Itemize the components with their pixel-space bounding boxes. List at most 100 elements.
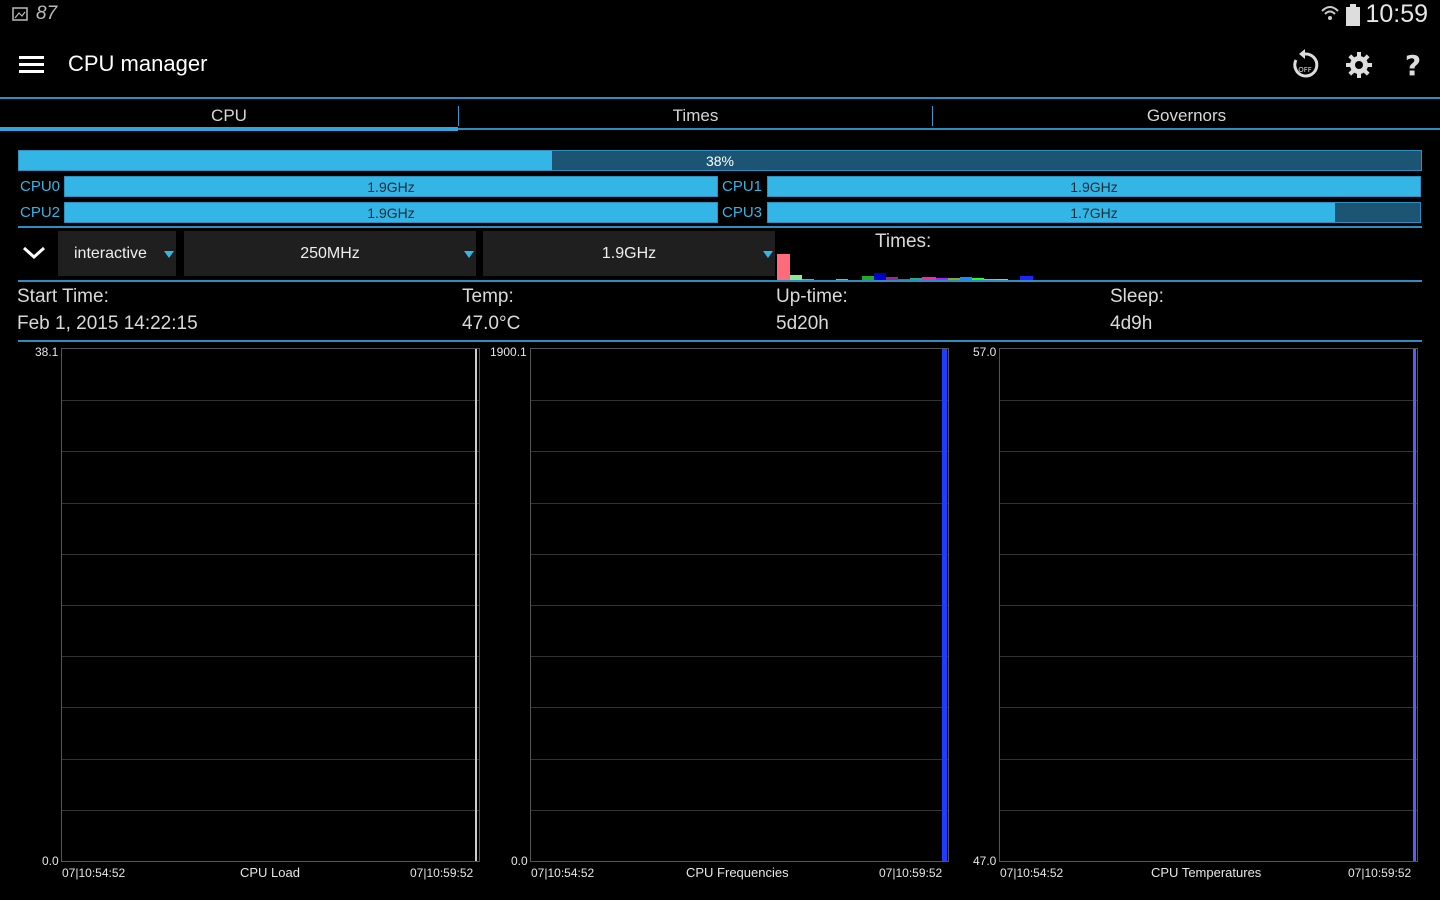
gridline bbox=[531, 451, 948, 453]
overall-cpu-fill bbox=[19, 151, 552, 170]
graph-series-line bbox=[942, 349, 947, 861]
graph-series-line bbox=[475, 349, 477, 861]
graph-caption: CPU Temperatures bbox=[1151, 865, 1262, 880]
tab-separator bbox=[932, 106, 933, 126]
wifi-icon bbox=[1321, 6, 1339, 20]
times-label: Times: bbox=[875, 231, 932, 252]
core-label-cpu2: CPU2 bbox=[20, 204, 61, 221]
temp-label: Temp: bbox=[462, 286, 514, 307]
core-bar-fill bbox=[768, 203, 1336, 222]
gridline bbox=[62, 502, 479, 504]
core-bar-fill bbox=[65, 177, 717, 196]
image-notification-icon bbox=[12, 7, 28, 21]
tab-separator bbox=[458, 106, 459, 126]
x-start-label: 07|10:54:52 bbox=[62, 866, 126, 880]
gridline bbox=[531, 605, 948, 606]
status-time: 10:59 bbox=[1365, 0, 1428, 28]
x-start-label: 07|10:54:52 bbox=[531, 866, 595, 880]
x-end-label: 07|10:59:52 bbox=[1348, 866, 1412, 880]
max-freq-select[interactable]: 1.9GHz bbox=[483, 231, 775, 276]
tab-governors[interactable]: Governors bbox=[1146, 106, 1227, 125]
cpu-frequencies-graph bbox=[530, 348, 949, 862]
menu-icon[interactable] bbox=[19, 55, 45, 75]
gridline bbox=[531, 809, 948, 811]
y-min-label: 0.0 bbox=[42, 854, 59, 868]
graph-series-line bbox=[1413, 349, 1416, 861]
tabs-bottom-divider bbox=[458, 128, 1440, 130]
gridline bbox=[1000, 400, 1417, 402]
start-time-label: Start Time: bbox=[17, 286, 109, 307]
x-end-label: 07|10:59:52 bbox=[410, 866, 474, 880]
gridline bbox=[62, 809, 479, 811]
y-min-label: 0.0 bbox=[511, 854, 528, 868]
core-bar-fill bbox=[768, 177, 1420, 196]
gridline bbox=[62, 707, 479, 709]
svg-text:?: ? bbox=[1405, 49, 1421, 82]
y-max-label: 1900.1 bbox=[490, 345, 527, 359]
gridline bbox=[1000, 809, 1417, 811]
y-min-label: 47.0 bbox=[973, 854, 997, 868]
tab-selected-indicator bbox=[0, 127, 458, 131]
start-time-value: Feb 1, 2015 14:22:15 bbox=[17, 313, 198, 334]
tabs-top-divider bbox=[0, 97, 1440, 99]
gridline bbox=[1000, 502, 1417, 504]
gridline bbox=[62, 451, 479, 453]
gridline bbox=[1000, 451, 1417, 453]
y-max-label: 57.0 bbox=[973, 345, 997, 359]
tab-times[interactable]: Times bbox=[672, 106, 719, 125]
gridline bbox=[531, 553, 948, 555]
gear-icon[interactable] bbox=[1342, 48, 1376, 82]
min-freq-value: 250MHz bbox=[300, 245, 360, 262]
divider bbox=[18, 340, 1422, 342]
core-freq: 1.9GHz bbox=[1070, 179, 1118, 195]
gridline bbox=[62, 758, 479, 760]
svg-text:OFF: OFF bbox=[1298, 66, 1312, 74]
governor-value: interactive bbox=[74, 245, 147, 262]
core-bar-cpu2: 1.9GHz bbox=[64, 202, 718, 223]
dropdown-arrow-icon bbox=[763, 251, 773, 258]
tab-cpu[interactable]: CPU bbox=[211, 106, 247, 125]
help-icon[interactable]: ? bbox=[1396, 48, 1430, 82]
core-label-cpu0: CPU0 bbox=[20, 178, 61, 195]
gridline bbox=[1000, 707, 1417, 709]
uptime-value: 5d20h bbox=[776, 313, 829, 334]
notification-number: 87 bbox=[36, 3, 58, 24]
governor-select[interactable]: interactive bbox=[58, 231, 176, 276]
dropdown-arrow-icon bbox=[464, 251, 474, 258]
gridline bbox=[62, 553, 479, 555]
app-title: CPU manager bbox=[68, 51, 208, 76]
gridline bbox=[531, 502, 948, 504]
graph-caption: CPU Load bbox=[240, 865, 300, 880]
divider bbox=[18, 280, 1422, 282]
gridline bbox=[531, 758, 948, 760]
gridline bbox=[531, 656, 948, 658]
gridline bbox=[1000, 553, 1417, 555]
overall-cpu-percent: 38% bbox=[705, 153, 735, 169]
core-bar-cpu1: 1.9GHz bbox=[767, 176, 1421, 197]
status-bar: 87 10:59 bbox=[0, 0, 1440, 30]
gridline bbox=[62, 400, 479, 402]
gridline bbox=[62, 605, 479, 606]
cpu-temperatures-graph bbox=[999, 348, 1418, 862]
x-start-label: 07|10:54:52 bbox=[1000, 866, 1064, 880]
core-bar-cpu0: 1.9GHz bbox=[64, 176, 718, 197]
gridline bbox=[531, 707, 948, 709]
min-freq-select[interactable]: 250MHz bbox=[184, 231, 476, 276]
core-bar-cpu3: 1.7GHz bbox=[767, 202, 1421, 223]
core-freq: 1.9GHz bbox=[367, 205, 415, 221]
chevron-down-icon[interactable] bbox=[22, 245, 46, 261]
core-bar-fill bbox=[65, 203, 717, 222]
sleep-value: 4d9h bbox=[1110, 313, 1153, 334]
graph-caption: CPU Frequencies bbox=[686, 865, 789, 880]
gridline bbox=[531, 400, 948, 402]
core-freq: 1.7GHz bbox=[1070, 205, 1118, 221]
core-freq: 1.9GHz bbox=[367, 179, 415, 195]
dropdown-arrow-icon bbox=[164, 251, 174, 258]
reboot-icon[interactable]: OFF bbox=[1288, 48, 1322, 82]
x-end-label: 07|10:59:52 bbox=[879, 866, 943, 880]
uptime-label: Up-time: bbox=[776, 286, 848, 307]
gridline bbox=[1000, 605, 1417, 606]
divider bbox=[18, 226, 1422, 228]
temp-value: 47.0°C bbox=[462, 313, 521, 334]
overall-cpu-bar: 38% bbox=[18, 150, 1422, 171]
